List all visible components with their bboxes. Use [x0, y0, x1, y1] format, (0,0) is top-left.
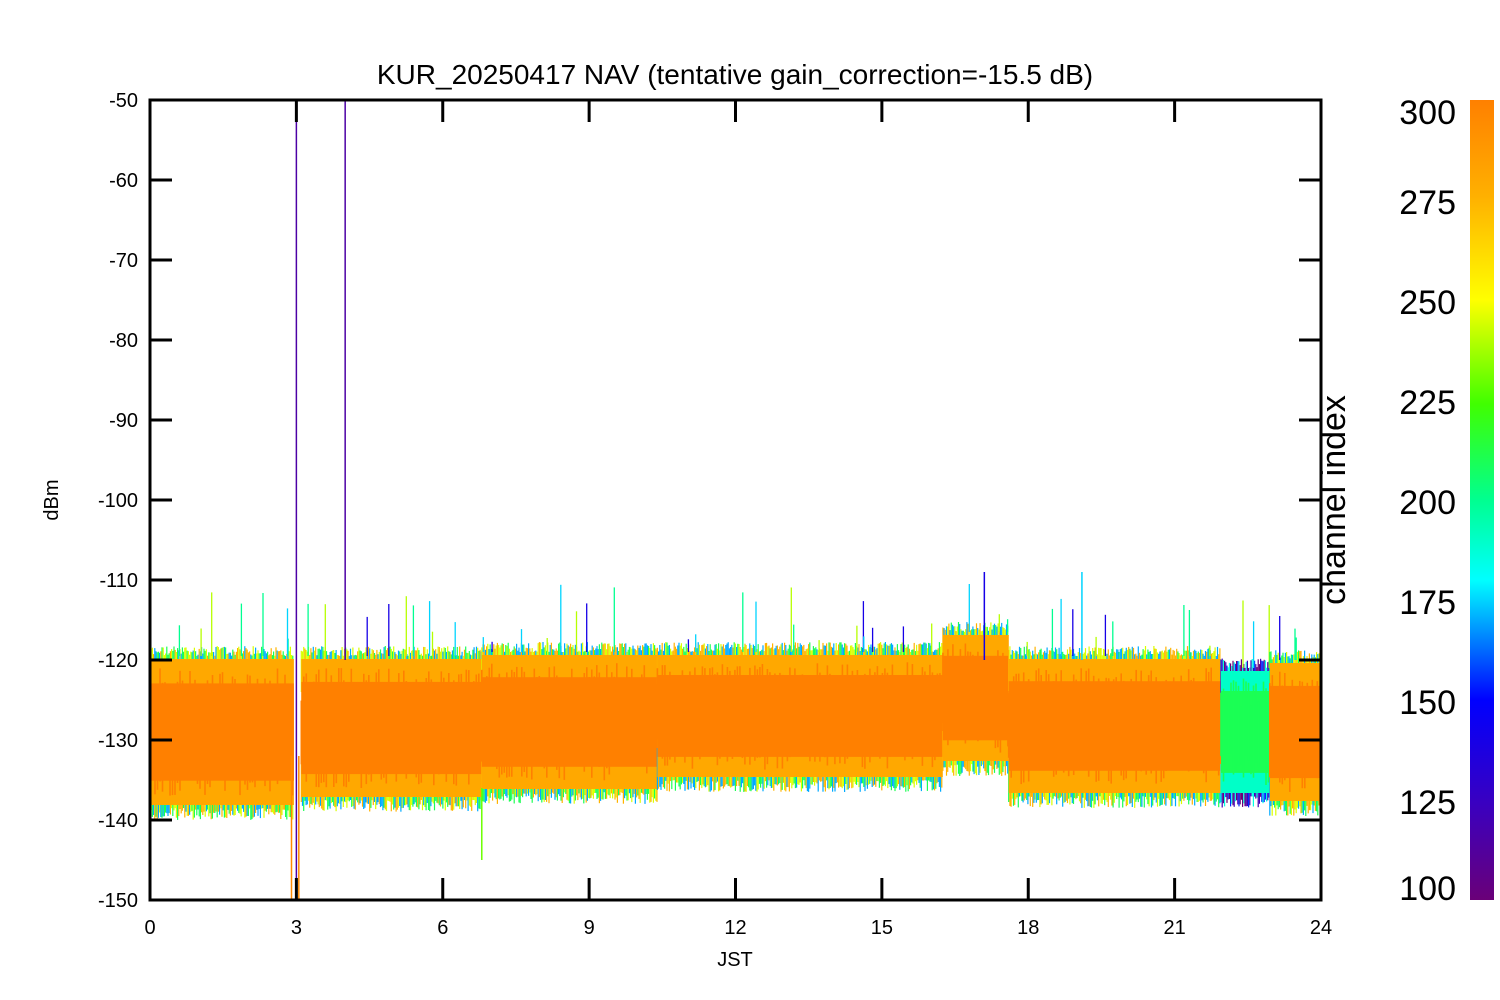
colorbar-ticks: 300 275 250 225 200 175 150 125 100 — [1399, 94, 1456, 908]
y-tick-label: -60 — [109, 170, 138, 192]
colorbar-tick-label: 250 — [1399, 284, 1456, 322]
y-tick-label: -70 — [109, 250, 138, 272]
colorbar-tick-label: 225 — [1399, 384, 1456, 422]
x-tick-label: 3 — [291, 917, 302, 939]
colorbar-label: channel index — [1315, 395, 1353, 605]
x-tick-label: 6 — [437, 917, 448, 939]
colorbar-tick-label: 100 — [1399, 870, 1456, 908]
x-tick-label: 9 — [584, 917, 595, 939]
data-segment — [150, 592, 294, 820]
y-axis-label: dBm — [41, 479, 63, 520]
data-segment — [1007, 598, 1221, 808]
x-tick-label: 15 — [871, 917, 893, 939]
y-tick-label: -120 — [98, 650, 138, 672]
data-segment — [656, 587, 944, 792]
data-segment — [300, 596, 483, 812]
y-tick-label: -50 — [109, 90, 138, 112]
x-axis-label: JST — [717, 949, 753, 971]
colorbar-tick-label: 200 — [1399, 484, 1456, 522]
x-tick-label: 24 — [1310, 917, 1332, 939]
data-segment — [942, 584, 1009, 776]
ticks-layer: 0 3 6 9 12 15 18 21 24 -50 -60 -70 -80 -90 -100 -110 -12… — [98, 90, 1332, 939]
colorbar-tick-label: 150 — [1399, 684, 1456, 722]
y-tick-label: -140 — [98, 810, 138, 832]
chart-title: KUR_20250417 NAV (tentative gain_correct… — [377, 59, 1093, 90]
colorbar-tick-label: 175 — [1399, 584, 1456, 622]
data-layer — [150, 100, 1321, 900]
colorbar-tick-label: 125 — [1399, 784, 1456, 822]
data-segment — [1269, 616, 1321, 816]
colorbar-tick-label: 275 — [1399, 184, 1456, 222]
x-tick-label: 18 — [1017, 917, 1039, 939]
data-segment — [1220, 600, 1270, 808]
x-tick-label: 0 — [144, 917, 155, 939]
y-tick-label: -100 — [98, 490, 138, 512]
colorbar-tick-label: 300 — [1399, 94, 1456, 132]
x-tick-label: 12 — [724, 917, 746, 939]
x-tick-label: 21 — [1164, 917, 1186, 939]
y-tick-label: -150 — [98, 890, 138, 912]
y-tick-label: -110 — [99, 570, 138, 592]
y-tick-label: -130 — [98, 730, 138, 752]
y-tick-label: -90 — [109, 410, 138, 432]
colorbar — [1470, 100, 1494, 900]
y-tick-label: -80 — [109, 330, 138, 352]
data-segment — [480, 584, 658, 804]
